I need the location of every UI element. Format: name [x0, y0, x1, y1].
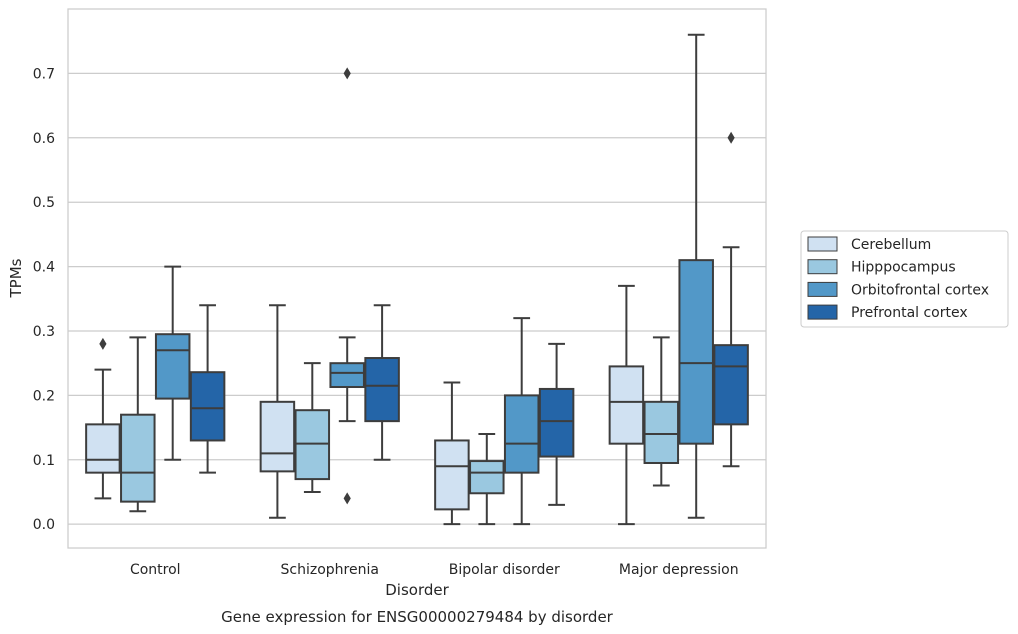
- box-0-1: [120, 336, 156, 513]
- box-iqr: [434, 439, 470, 511]
- outlier-point: [99, 337, 107, 350]
- box-1-1: [294, 362, 331, 493]
- box-2-0: [434, 381, 470, 526]
- outlier-point: [343, 492, 351, 505]
- legend-items: Cerebellum Hipppocampus Orbitofrontal cort…: [807, 236, 989, 321]
- y-tick-label: 0.0: [33, 517, 55, 533]
- legend: Cerebellum Hipppocampus Orbitofrontal cort…: [800, 230, 1009, 328]
- box-3-2: [678, 33, 714, 519]
- box-2-3: [538, 342, 575, 506]
- box-3-0: [608, 284, 645, 526]
- box-2-2: [503, 317, 540, 526]
- box-1-0: [259, 304, 296, 519]
- outlier-point: [727, 131, 735, 144]
- x-tick-label: Schizophrenia: [281, 562, 379, 578]
- y-axis-ticks: 0.0 0.1 0.2 0.3 0.4 0.5 0.6 0.7: [33, 66, 55, 533]
- y-tick-label: 0.3: [33, 324, 55, 340]
- y-tick-label: 0.1: [33, 453, 55, 469]
- y-tick-label: 0.7: [33, 66, 55, 82]
- legend-label: Prefrontal cortex: [851, 305, 968, 321]
- x-tick-label: Bipolar disorder: [449, 562, 560, 578]
- box-2-1: [469, 433, 505, 526]
- box-iqr: [329, 362, 365, 389]
- y-axis-label: TPMs: [7, 258, 25, 298]
- box-0-2: [154, 265, 191, 461]
- x-tick-label: Major depression: [619, 562, 739, 578]
- y-tick-label: 0.6: [33, 131, 55, 147]
- legend-label: Orbitofrontal cortex: [851, 282, 989, 298]
- x-axis-label: Disorder: [385, 581, 449, 599]
- box-iqr: [189, 371, 226, 442]
- plot-area-frame: [67, 8, 767, 549]
- box-layer: [85, 33, 749, 526]
- box-iqr: [154, 333, 191, 400]
- legend-label: Cerebellum: [851, 237, 931, 253]
- box-iqr: [85, 423, 121, 474]
- box-3-3: [713, 131, 749, 468]
- box-iqr: [713, 344, 749, 426]
- legend-swatch: [807, 236, 838, 252]
- box-3-1: [643, 336, 680, 487]
- box-1-3: [364, 304, 400, 461]
- box-iqr: [503, 394, 540, 474]
- x-tick-label: Control: [130, 562, 181, 578]
- box-0-3: [189, 304, 226, 474]
- legend-swatch: [807, 304, 838, 320]
- y-tick-label: 0.2: [33, 388, 55, 404]
- x-axis-ticks: Control Schizophrenia Bipolar disorder Majo…: [130, 562, 739, 578]
- box-iqr: [120, 413, 156, 503]
- legend-swatch: [807, 259, 838, 275]
- box-iqr: [364, 357, 400, 423]
- outlier-point: [343, 67, 351, 80]
- box-iqr: [608, 365, 645, 445]
- box-iqr: [259, 400, 296, 473]
- box-iqr: [643, 400, 680, 464]
- y-tick-label: 0.4: [33, 260, 55, 276]
- y-tick-label: 0.5: [33, 195, 55, 211]
- box-iqr: [538, 387, 575, 458]
- legend-frame: [800, 230, 1009, 328]
- box-iqr: [678, 259, 714, 445]
- chart-caption: Gene expression for ENSG00000279484 by d…: [221, 608, 614, 626]
- box-0-0: [85, 337, 121, 500]
- legend-swatch: [807, 281, 838, 297]
- box-1-2: [329, 67, 365, 505]
- box-iqr: [469, 460, 505, 495]
- legend-label: Hipppocampus: [851, 260, 956, 276]
